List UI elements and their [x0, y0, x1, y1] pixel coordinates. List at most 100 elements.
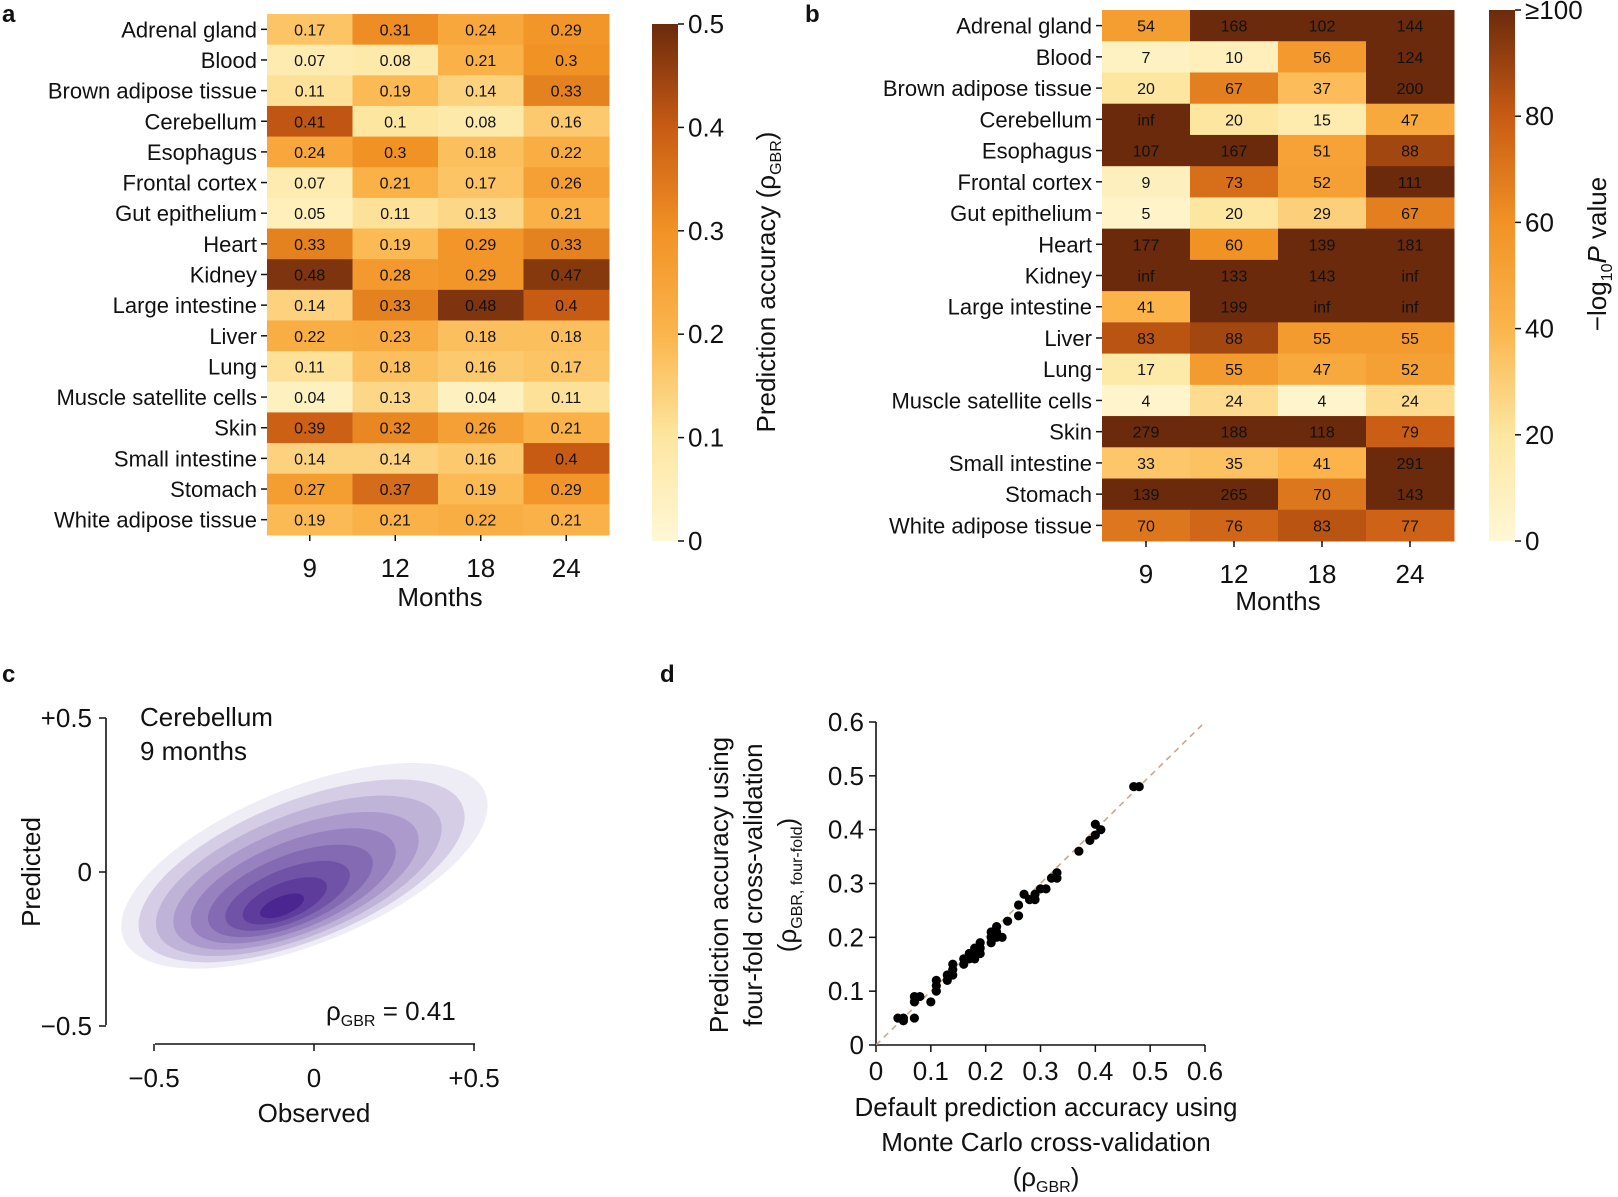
b-cell-label-r0-c0: 54 [1137, 19, 1155, 36]
b-cell-label-r1-c0: 7 [1142, 50, 1151, 67]
panel-c-title-line1: Cerebellum [140, 702, 273, 732]
a-cell-label-r7-c1: 0.19 [380, 237, 411, 254]
b-row-label-13: Skin [1049, 420, 1092, 445]
b-cell-label-r11-c2: 47 [1313, 362, 1331, 379]
a-cb-tick-label-4: 0.4 [688, 112, 724, 142]
b-col-label-1: 12 [1220, 559, 1249, 589]
a-cell-label-r15-c0: 0.27 [294, 482, 325, 499]
a-row-label-15: Stomach [170, 477, 257, 502]
a-cell-r16-c3 [523, 504, 610, 536]
a-cell-r12-c2 [438, 381, 524, 413]
panel-d-point-49 [1090, 819, 1100, 829]
panel-b-letter: b [805, 1, 820, 28]
b-cell-r11-c1 [1190, 353, 1279, 386]
a-cell-r15-c2 [438, 473, 524, 505]
b-cell-label-r15-c0: 139 [1133, 487, 1160, 504]
panel-d-point-10 [931, 975, 941, 986]
a-cell-r1-c2 [438, 44, 524, 76]
b-cell-label-r7-c2: 139 [1309, 237, 1336, 254]
a-cell-label-r5-c2: 0.17 [465, 176, 496, 193]
a-cell-r14-c0 [267, 443, 353, 475]
panel-c-title-line2: 9 months [140, 736, 247, 766]
panel-d-xlabel-line3: (ρGBR) [1013, 1162, 1080, 1196]
b-cell-r16-c3 [1366, 509, 1455, 542]
panel-d-ylabel-line1: Prediction accuracy using [704, 737, 734, 1033]
b-cell-r4-c2 [1278, 134, 1367, 167]
panel-d-ylabel-line3: (ρGBR, four-fold) [772, 818, 806, 952]
a-row-label-10: Liver [209, 324, 257, 349]
b-cb-tick-label-5: ≥100 [1525, 0, 1583, 25]
panel-a-row-labels: Adrenal gland Blood Brown adipose tissue Ce… [48, 17, 267, 533]
b-cell-label-r1-c3: 124 [1397, 50, 1424, 67]
a-cell-r10-c0 [267, 320, 353, 352]
b-cell-r11-c3 [1366, 353, 1455, 386]
b-cell-r13-c2 [1278, 416, 1367, 448]
a-cell-label-r14-c3: 0.4 [555, 451, 577, 468]
b-cell-r16-c1 [1190, 509, 1279, 542]
panel-d-ytick-label-4: 0.4 [828, 815, 864, 845]
b-row-label-5: Frontal cortex [958, 170, 1093, 195]
b-cell-r10-c0 [1102, 322, 1191, 355]
panel-c-letter: c [2, 661, 15, 688]
a-row-label-5: Frontal cortex [123, 171, 258, 196]
a-cell-label-r1-c0: 0.07 [294, 53, 325, 70]
a-cell-r16-c1 [352, 504, 439, 536]
a-cell-r13-c1 [352, 412, 439, 444]
a-row-label-13: Skin [214, 416, 257, 441]
a-cell-label-r1-c1: 0.08 [380, 53, 411, 70]
a-cell-r10-c1 [352, 320, 439, 352]
a-cell-r0-c0 [267, 14, 353, 46]
b-cb-tick-label-4: 80 [1525, 101, 1554, 131]
b-col-label-3: 24 [1396, 559, 1425, 589]
a-cell-label-r12-c2: 0.04 [465, 390, 496, 407]
b-cell-r14-c2 [1278, 447, 1367, 480]
b-cell-r8-c2 [1278, 259, 1367, 292]
b-cell-r14-c3 [1366, 447, 1455, 480]
b-cell-label-r2-c0: 20 [1137, 81, 1155, 98]
panel-d-point-39 [1030, 895, 1040, 905]
a-cell-label-r11-c1: 0.18 [380, 359, 411, 376]
b-cell-r6-c2 [1278, 197, 1367, 230]
b-row-label-1: Blood [1036, 45, 1092, 70]
a-cell-label-r0-c1: 0.31 [380, 22, 411, 39]
a-cell-label-r7-c2: 0.29 [465, 237, 496, 254]
b-row-label-8: Kidney [1025, 264, 1092, 289]
a-cell-label-r13-c1: 0.32 [380, 421, 411, 438]
b-cell-label-r7-c3: 181 [1397, 237, 1424, 254]
a-cell-r2-c2 [438, 75, 524, 107]
b-cell-r14-c1 [1190, 447, 1279, 480]
b-cell-label-r1-c1: 10 [1225, 50, 1243, 67]
a-row-label-9: Large intestine [113, 293, 257, 318]
a-cell-label-r10-c3: 0.18 [551, 329, 582, 346]
b-row-label-16: White adipose tissue [889, 513, 1092, 538]
b-cell-label-r7-c1: 60 [1225, 237, 1243, 254]
a-cell-label-r5-c3: 0.26 [551, 176, 582, 193]
a-cb-tick-label-5: 0.5 [688, 9, 724, 39]
panel-d-point-2 [898, 1013, 909, 1023]
a-cell-r13-c0 [267, 412, 353, 444]
a-cell-label-r4-c3: 0.22 [551, 145, 582, 162]
a-row-label-4: Esophagus [147, 140, 257, 165]
a-cell-r11-c3 [523, 351, 610, 383]
a-cell-label-r0-c0: 0.17 [294, 22, 325, 39]
b-row-label-15: Stomach [1005, 482, 1092, 507]
a-cell-label-r3-c3: 0.16 [551, 114, 582, 131]
panel-a-letter: a [2, 1, 16, 28]
b-cell-label-r12-c0: 4 [1142, 393, 1151, 410]
a-cell-r15-c3 [523, 473, 610, 505]
panel-c-density-contours [121, 763, 488, 969]
a-cb-tick-label-1: 0.1 [688, 423, 724, 453]
a-cell-r4-c2 [438, 136, 524, 168]
panel-c-ticks: +0.5 0 −0.5 −0.5 0 +0.5 [41, 703, 500, 1093]
a-cell-label-r8-c0: 0.48 [294, 268, 325, 285]
b-cell-label-r5-c0: 9 [1142, 175, 1151, 192]
a-cell-r11-c1 [352, 351, 439, 383]
a-cell-r8-c3 [523, 259, 610, 291]
b-cell-label-r15-c3: 143 [1397, 487, 1424, 504]
a-cell-r9-c2 [438, 289, 524, 321]
b-cell-label-r15-c2: 70 [1313, 487, 1331, 504]
a-cell-label-r10-c2: 0.18 [465, 329, 496, 346]
b-cell-label-r9-c2: inf [1314, 300, 1331, 317]
a-cell-label-r9-c3: 0.4 [555, 298, 577, 315]
b-cell-r5-c1 [1190, 166, 1279, 198]
